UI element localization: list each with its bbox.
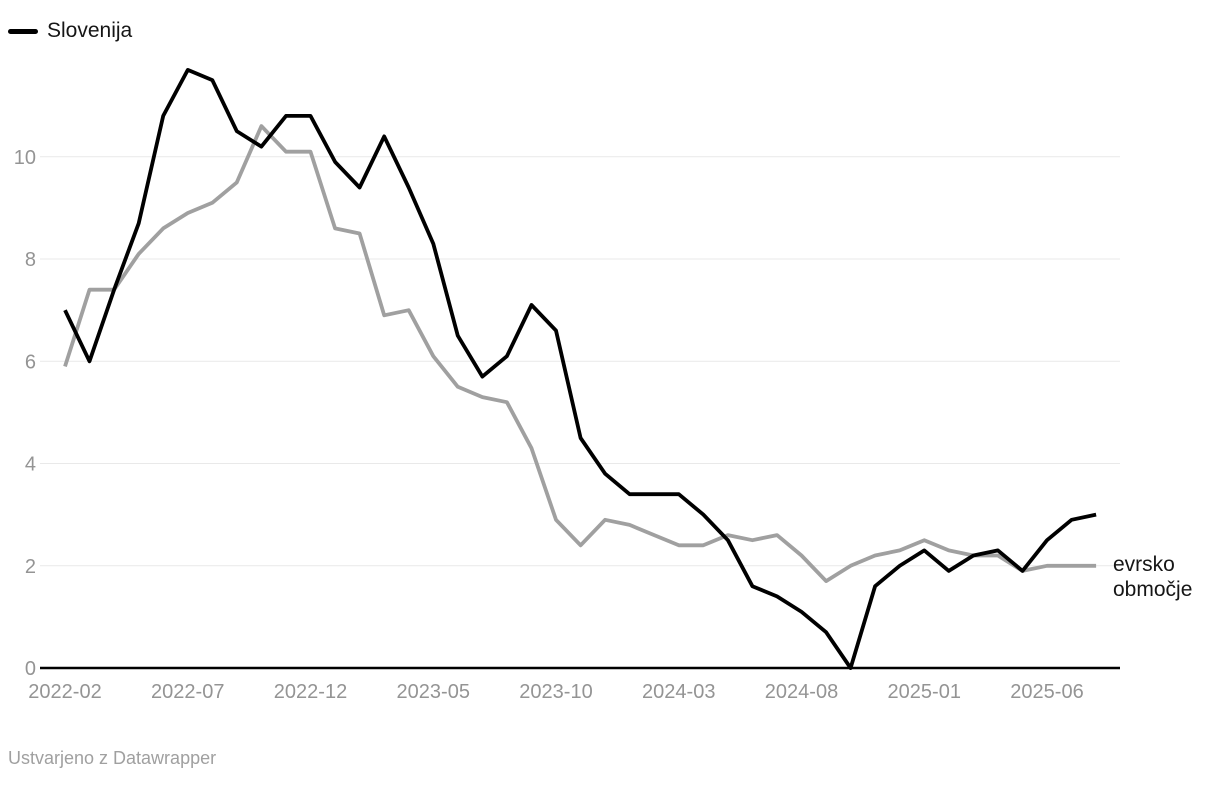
y-tick-label: 8 [25, 249, 36, 271]
x-tick-label: 2022-07 [151, 681, 224, 703]
legend-line-swatch [8, 28, 38, 34]
legend-label: Slovenija [47, 19, 133, 42]
x-tick-label: 2024-03 [642, 681, 715, 703]
line-chart: 0 2 4 6 8 10 2022-02 2022-07 2022-12 2023-05 2023-… [14, 68, 1120, 703]
y-tick-label: 10 [14, 147, 36, 169]
series-line-slovenija [63, 68, 1097, 670]
x-tick-label: 2022-02 [28, 681, 101, 703]
x-tick-label: 2025-01 [888, 681, 961, 703]
y-tick-label: 0 [25, 658, 36, 680]
y-tick-label: 4 [25, 454, 36, 476]
y-tick-label: 2 [25, 556, 36, 578]
x-tick-label: 2022-12 [274, 681, 347, 703]
x-tick-label: 2023-10 [519, 681, 592, 703]
series-end-label: evrsko območje [1113, 553, 1193, 601]
attribution-text: Ustvarjeno z Datawrapper [8, 748, 217, 768]
legend: Slovenija [8, 18, 132, 44]
y-tick-label: 6 [25, 351, 36, 373]
x-tick-label: 2023-05 [397, 681, 470, 703]
series-line-evrsko-območje [63, 124, 1097, 583]
x-tick-label: 2025-06 [1010, 681, 1083, 703]
x-tick-label: 2024-08 [765, 681, 838, 703]
